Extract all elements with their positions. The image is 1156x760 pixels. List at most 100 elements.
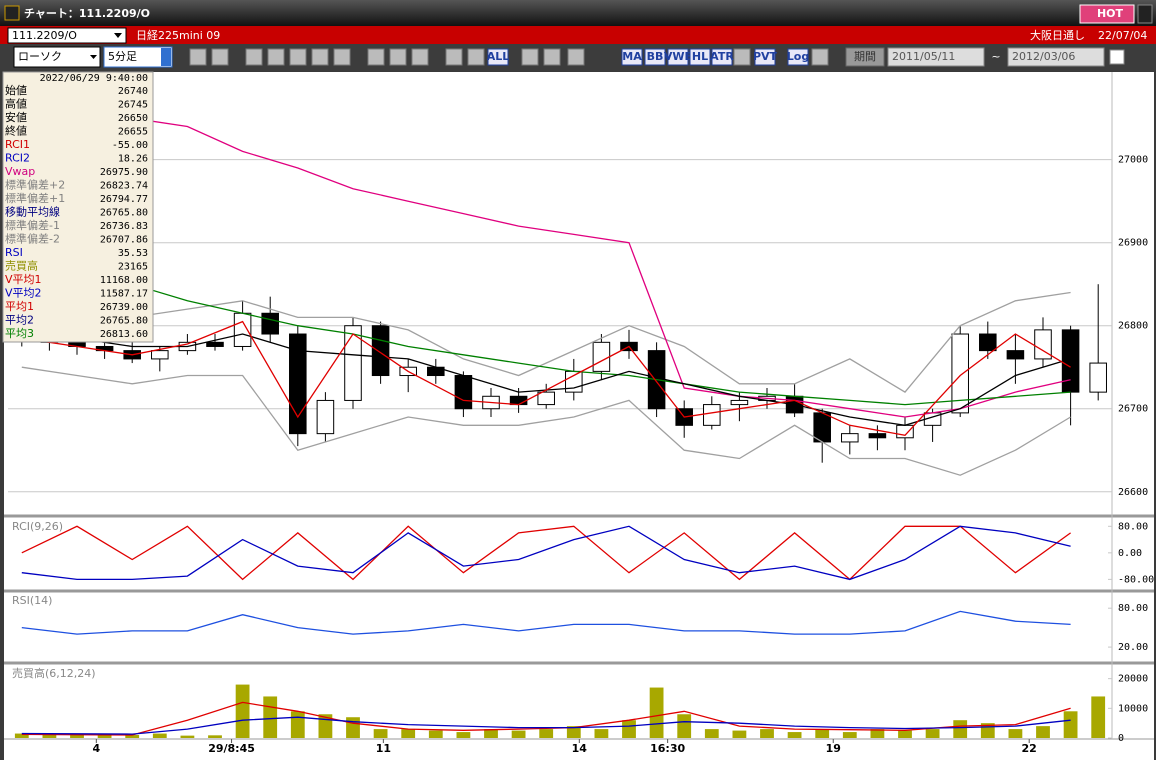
candle-body — [730, 399, 749, 406]
hot-button[interactable] — [1079, 4, 1135, 24]
tool-button-label[interactable]: VWE — [664, 50, 692, 63]
from-date-input[interactable] — [887, 47, 985, 67]
tool-icon[interactable] — [445, 48, 463, 66]
checkbox[interactable] — [1109, 49, 1125, 65]
symbol-select[interactable] — [7, 27, 127, 44]
tool-button-label[interactable]: ALL — [487, 50, 510, 63]
info-value: 23165 — [118, 262, 148, 273]
x-tick-label: 14 — [572, 742, 588, 755]
info-value: 26655 — [118, 127, 148, 138]
tool-icon[interactable] — [333, 48, 351, 66]
tool-icon[interactable] — [389, 48, 407, 66]
volume-bar — [428, 730, 443, 738]
tool-icon[interactable] — [211, 48, 229, 66]
volume-bar — [263, 696, 278, 738]
volume-bar — [1091, 696, 1106, 738]
interval-select[interactable] — [103, 46, 173, 68]
tool-icon[interactable] — [543, 48, 561, 66]
info-value: 26740 — [118, 86, 148, 97]
tool-icon[interactable] — [811, 48, 829, 66]
candle-body — [703, 404, 721, 426]
series-line — [21, 525, 1071, 581]
tool-icon[interactable] — [367, 48, 385, 66]
candle-body — [979, 333, 997, 352]
volume-bar — [208, 735, 222, 738]
tool-icon[interactable] — [567, 48, 585, 66]
tool-icon[interactable] — [733, 48, 751, 66]
y-tick-label: 10000 — [1118, 703, 1148, 714]
tool-button-label[interactable]: PVT — [753, 50, 778, 63]
tool-button-label[interactable]: Log — [787, 50, 809, 63]
to-date[interactable]: 2012/03/06 — [1012, 50, 1075, 63]
y-tick-label: 26600 — [1118, 487, 1148, 498]
tool-icon[interactable] — [467, 48, 485, 66]
tool-button[interactable] — [621, 48, 643, 66]
volume-bar — [97, 734, 112, 738]
tool-button[interactable] — [667, 48, 689, 66]
tool-button[interactable] — [787, 48, 809, 66]
volume-bar — [42, 734, 57, 738]
volume-bar — [566, 726, 581, 738]
tool-icon[interactable] — [267, 48, 285, 66]
window-title: チャート：111.2209/O — [24, 7, 150, 20]
info-background — [2, 71, 154, 343]
y-tick-label: 20000 — [1118, 674, 1148, 685]
period-button[interactable] — [845, 47, 885, 67]
chart-type[interactable]: ローソク — [18, 50, 62, 63]
tool-button[interactable] — [487, 48, 509, 66]
chart-type-select[interactable] — [13, 46, 101, 68]
tool-button[interactable] — [644, 48, 666, 66]
series-line — [21, 610, 1071, 635]
tool-icon[interactable] — [245, 48, 263, 66]
info-label: 移動平均線 — [5, 205, 60, 219]
volume-bar — [649, 687, 664, 738]
series-line — [21, 320, 1071, 437]
to-date-input[interactable] — [1007, 47, 1105, 67]
from-date[interactable]: 2011/05/11 — [892, 50, 955, 63]
tool-button[interactable] — [711, 48, 733, 66]
info-label: 標準偏差+1 — [5, 191, 65, 205]
panel-title: RCI(9,26) — [12, 520, 63, 533]
symbol[interactable]: 111.2209/O — [12, 29, 77, 42]
info-value: 26794.77 — [100, 194, 148, 205]
y-tick-label: 80.00 — [1118, 521, 1148, 532]
volume-bar — [1008, 729, 1023, 738]
interval[interactable]: 5分足 — [108, 50, 137, 63]
info-label: 終値 — [5, 124, 27, 138]
tool-icon[interactable] — [311, 48, 329, 66]
tool-icon[interactable] — [411, 48, 429, 66]
volume-bar — [1036, 726, 1050, 738]
hot-label[interactable]: HOT — [1097, 7, 1124, 20]
candle-body — [316, 399, 335, 435]
tool-icon[interactable] — [521, 48, 539, 66]
info-label: 標準偏差+2 — [5, 178, 65, 192]
plot: 26600 26700 26800 26900 27000 RCI(9,26) 80.00 0… — [8, 109, 1154, 755]
y-tick-label: 27000 — [1118, 155, 1148, 166]
tool-button[interactable] — [689, 48, 711, 66]
x-tick-label: 11 — [376, 742, 391, 755]
tool-button-label[interactable]: BB — [647, 50, 664, 63]
y-tick-label: -80.00 — [1118, 574, 1154, 585]
tool-button-label[interactable]: MA — [622, 50, 642, 63]
market: 大阪日通し — [1030, 28, 1085, 42]
period-label[interactable]: 期間 — [854, 50, 876, 63]
candle-body — [509, 395, 528, 406]
dropdown-arrow — [90, 55, 97, 59]
info-label: 標準偏差-2 — [5, 232, 60, 246]
tool-button-label[interactable]: ATR — [710, 50, 734, 63]
tool-button[interactable] — [754, 48, 776, 66]
volume-bar — [180, 735, 195, 738]
info-label: 標準偏差-1 — [5, 218, 60, 232]
candle-body — [454, 375, 473, 410]
tool-icon[interactable] — [189, 48, 207, 66]
tool-button-label[interactable]: HL — [692, 50, 708, 63]
candle-body — [206, 341, 224, 347]
app-icon — [4, 5, 20, 21]
info-label: 平均2 — [5, 314, 34, 327]
tool-icon[interactable] — [289, 48, 307, 66]
series-line — [21, 525, 1071, 581]
window-button[interactable] — [1137, 4, 1153, 24]
volume-bar — [870, 729, 885, 738]
